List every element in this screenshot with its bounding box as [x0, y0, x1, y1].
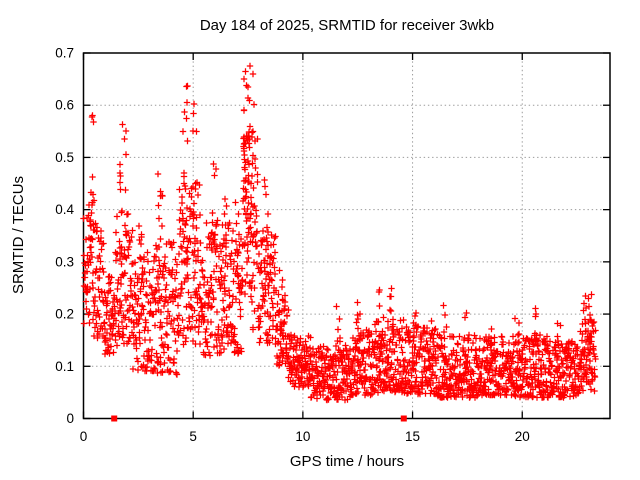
y-tick-label: 0.2: [55, 307, 74, 322]
y-tick-label: 0.4: [55, 202, 74, 217]
x-tick-label: 0: [80, 429, 88, 444]
y-tick-label: 0.1: [55, 359, 74, 374]
x-tick-label: 10: [295, 429, 310, 444]
x-axis-label: GPS time / hours: [289, 453, 405, 470]
axis-event-marker: [111, 415, 118, 422]
y-tick-label: 0: [66, 411, 74, 426]
chart-title: Day 184 of 2025, SRMTID for receiver 3wk…: [199, 17, 495, 34]
scatter-points: [80, 62, 599, 404]
x-tick-label: 15: [405, 429, 420, 444]
plot-border: [82, 52, 611, 420]
y-tick-label: 0.7: [55, 46, 74, 61]
y-tick-label: 0.3: [55, 254, 74, 269]
y-tick-label: 0.5: [55, 150, 74, 165]
x-tick-label: 5: [189, 429, 197, 444]
x-tick-label: 20: [515, 429, 530, 444]
axis-event-marker: [400, 415, 407, 422]
y-tick-label: 0.6: [55, 98, 74, 113]
